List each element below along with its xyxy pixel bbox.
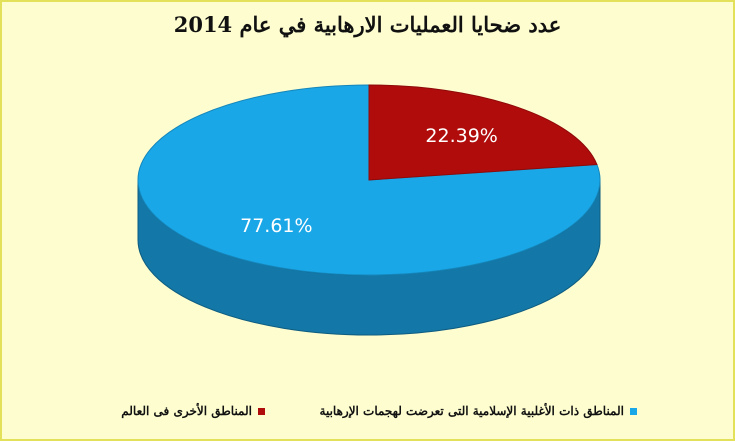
legend-swatch-red (258, 408, 265, 415)
legend-item-other-regions: المناطق الأخرى فى العالم (121, 404, 265, 418)
legend-item-muslim-regions: المناطق ذات الأغلبية الإسلامية التى تعرض… (320, 404, 637, 418)
pie-slice-other-regions (368, 84, 598, 181)
pie-slice-muslim-regions (137, 84, 601, 276)
legend-swatch-blue (630, 408, 637, 415)
legend-label-other-regions: المناطق الأخرى فى العالم (121, 404, 252, 418)
slice-label-other-regions: 22.39% (425, 125, 497, 147)
slice-label-muslim-regions: 77.61% (240, 215, 312, 237)
chart-title: عدد ضحايا العمليات الارهابية في عام 2014 (173, 12, 562, 37)
legend-label-muslim-regions: المناطق ذات الأغلبية الإسلامية التى تعرض… (319, 404, 624, 418)
